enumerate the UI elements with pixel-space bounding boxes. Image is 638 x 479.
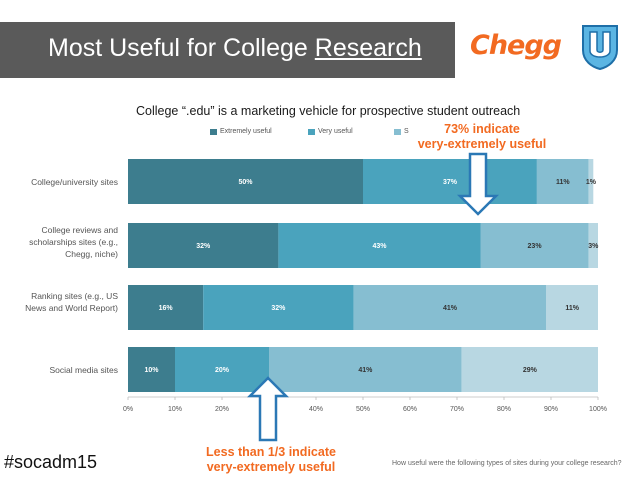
data-label: 29%: [523, 367, 538, 374]
x-tick-label: 70%: [450, 406, 464, 413]
bar-segment: [461, 347, 598, 392]
bar-segment: [546, 285, 598, 330]
x-tick-label: 20%: [215, 406, 229, 413]
x-tick-label: 40%: [309, 406, 323, 413]
survey-question: How useful were the following types of s…: [392, 460, 622, 467]
chegg-logo: Chegg: [470, 30, 562, 61]
data-label: 11%: [565, 305, 579, 312]
page-title: Most Useful for College Research: [48, 34, 422, 63]
x-tick-label: 80%: [497, 406, 511, 413]
bar-segment: [128, 347, 175, 392]
bar-segment: [269, 347, 462, 392]
bar-segment: [588, 159, 594, 204]
title-band: [0, 22, 455, 78]
bar-segment: [278, 223, 481, 268]
data-label: 32%: [271, 305, 286, 312]
page-title-text: Most Useful for College: [48, 34, 315, 62]
data-label: 10%: [144, 367, 159, 374]
up-arrow-icon: [246, 376, 290, 442]
legend-swatch: [308, 128, 315, 135]
bar-segment: [128, 285, 204, 330]
data-label: 11%: [556, 179, 570, 186]
u-shield-icon: [582, 25, 618, 70]
legend-label: Extremely useful: [220, 128, 272, 135]
x-tick-label: 50%: [356, 406, 370, 413]
bar-segment: [353, 285, 547, 330]
hashtag: #socadm15: [4, 452, 98, 472]
data-label: 3%: [588, 243, 599, 250]
page-title-underlined: Research: [314, 34, 422, 62]
callout-top: 73% indicate very-extremely useful: [412, 122, 552, 152]
chart-title: College “.edu” is a marketing vehicle fo…: [136, 104, 521, 118]
data-label: 20%: [215, 367, 230, 374]
bar-segment: [128, 223, 279, 268]
data-label: 32%: [196, 243, 211, 250]
legend-swatch: [210, 128, 217, 135]
callout-top-line2: very-extremely useful: [417, 137, 547, 151]
legend-swatch: [394, 128, 401, 135]
legend-label: S: [404, 128, 409, 135]
header: Most Useful for College Research Chegg: [0, 0, 638, 86]
data-label: 50%: [238, 179, 253, 186]
data-label: 41%: [358, 367, 373, 374]
callout-bottom-line2: very-extremely useful: [206, 460, 336, 474]
bar-segment: [203, 285, 354, 330]
data-label: 43%: [372, 243, 387, 250]
x-tick-label: 100%: [589, 406, 607, 413]
callout-bottom: Less than 1/3 indicate very-extremely us…: [196, 445, 346, 475]
bar-segment: [536, 159, 589, 204]
bar-segment: [480, 223, 589, 268]
bar-segment: [128, 159, 363, 204]
x-tick-label: 10%: [168, 406, 182, 413]
bar-segment: [588, 223, 598, 268]
bar-segment: [175, 347, 269, 392]
category-label: College/university sites: [31, 177, 118, 187]
category-label: College reviews and scholarships sites (…: [29, 225, 118, 259]
x-tick-label: 60%: [403, 406, 417, 413]
callout-bottom-line1: Less than 1/3 indicate: [206, 445, 336, 459]
legend-label: Very useful: [318, 128, 353, 135]
legend-item-somewhat: S: [394, 128, 409, 135]
data-label: 37%: [443, 179, 458, 186]
legend-item-extremely: Extremely useful: [210, 128, 272, 135]
legend-item-very: Very useful: [308, 128, 353, 135]
data-label: 41%: [443, 305, 458, 312]
data-label: 16%: [159, 305, 174, 312]
category-label: Ranking sites (e.g., US News and World R…: [25, 291, 118, 313]
category-label: Social media sites: [49, 365, 118, 375]
data-label: 23%: [528, 243, 543, 250]
x-tick-label: 90%: [544, 406, 558, 413]
bar-segment: [363, 159, 537, 204]
down-arrow-icon: [456, 152, 500, 216]
data-label: 1%: [586, 179, 597, 186]
callout-top-line1: 73% indicate: [444, 122, 520, 136]
x-tick-label: 0%: [123, 406, 133, 413]
